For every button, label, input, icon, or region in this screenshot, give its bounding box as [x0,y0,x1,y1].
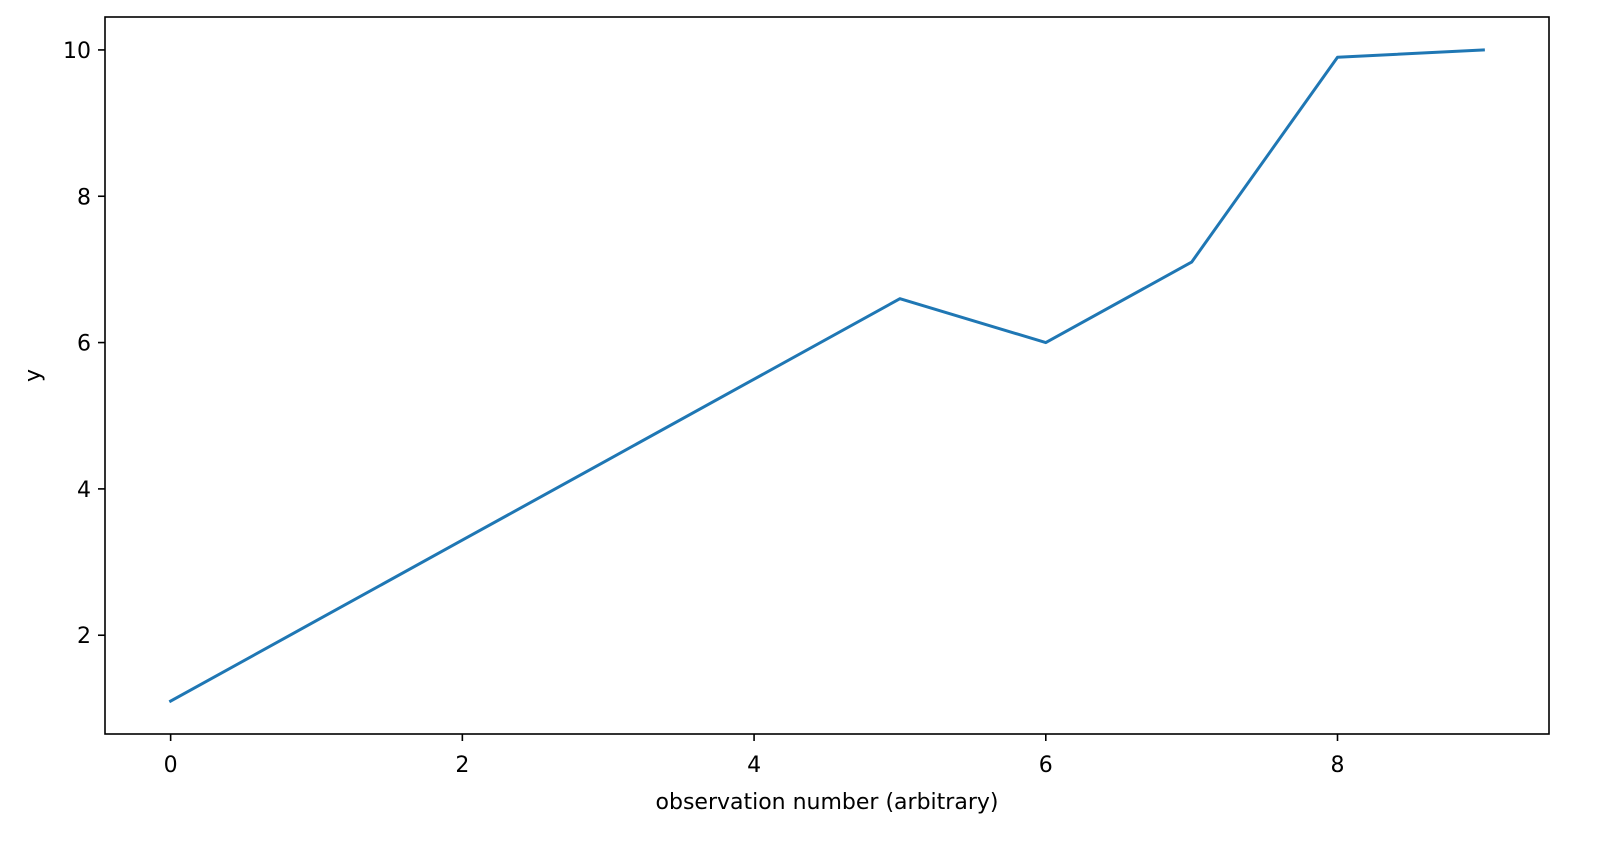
x-tick-label: 4 [747,753,761,778]
plot-area [104,16,1550,735]
y-tick-label: 4 [77,478,91,503]
y-tick-label: 6 [77,332,91,357]
y-axis-ticks: 2 4 6 8 10 [63,39,105,649]
x-tick-label: 2 [455,753,469,778]
axes-frame [104,16,1550,735]
y-tick-label: 2 [77,624,91,649]
y-tick-label: 10 [63,39,91,64]
series-line-0 [168,48,1485,704]
y-axis-label: y [21,369,46,382]
x-tick-label: 0 [164,753,178,778]
x-axis-ticks: 0 2 4 6 8 [164,734,1345,778]
x-tick-label: 8 [1331,753,1345,778]
x-axis-label: observation number (arbitrary) [656,790,999,815]
y-tick-label: 8 [77,185,91,210]
x-tick-label: 6 [1039,753,1053,778]
